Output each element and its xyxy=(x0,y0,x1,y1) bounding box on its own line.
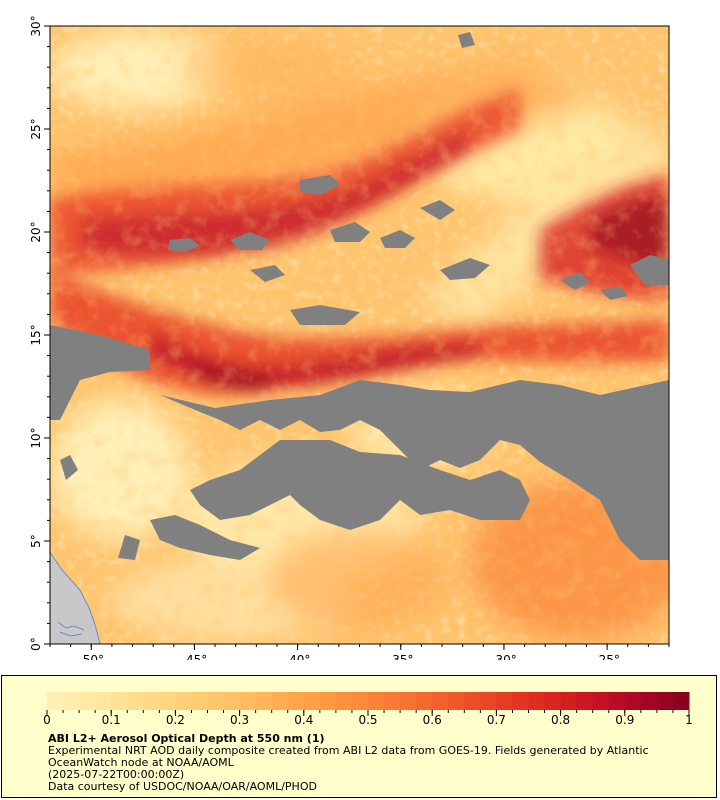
colorbar-cell xyxy=(480,692,497,710)
lat-tick-label: 15° xyxy=(29,324,43,345)
colorbar-label: 0.4 xyxy=(294,713,313,727)
colorbar-cell xyxy=(496,692,513,710)
colorbar-cell xyxy=(271,692,289,710)
lat-tick-label: 25° xyxy=(29,118,43,139)
longitude-axis: -50° -45° -40° -35° -30° -25° xyxy=(49,644,670,660)
legend-title: ABI L2+ Aerosol Optical Depth at 550 nm … xyxy=(48,732,325,745)
colorbar-cell xyxy=(672,692,690,710)
colorbar-cell xyxy=(287,692,305,710)
colorbar-label: 0.2 xyxy=(166,713,185,727)
colorbar-cell xyxy=(159,692,176,710)
colorbar-cell xyxy=(656,692,674,710)
colorbar-cell xyxy=(400,692,417,710)
colorbar-cell xyxy=(255,692,273,710)
map-frame: 0° 5° 10° 15° 20° 25° 30° -50° -45° -40° -35° -30°… xyxy=(0,0,720,660)
aod-map[interactable]: 0° 5° 10° 15° 20° 25° 30° -50° -45° -40° -35° -30°… xyxy=(0,0,720,660)
colorbar-cell xyxy=(127,692,144,710)
colorbar-cell xyxy=(448,692,465,710)
colorbar-cells xyxy=(47,692,690,710)
colorbar-cell xyxy=(560,692,578,710)
legend-description-line-2: OceanWatch node at NOAA/AOML xyxy=(48,756,234,769)
colorbar-ticks: 0 0.1 0.2 0.3 0.4 0.5 0.6 0.7 0.8 0.9 1 xyxy=(43,710,693,727)
colorbar-cell xyxy=(432,692,449,710)
aod-texture-dark xyxy=(50,26,669,644)
colorbar-cell xyxy=(368,692,385,710)
colorbar-cell xyxy=(47,692,64,710)
map-image xyxy=(50,26,669,644)
colorbar-cell xyxy=(79,692,96,710)
colorbar-label: 0.3 xyxy=(230,713,249,727)
colorbar-cell xyxy=(624,692,642,710)
colorbar-label: 1 xyxy=(685,713,693,727)
colorbar-cell xyxy=(303,692,321,710)
lon-tick-label: -30° xyxy=(491,653,517,660)
colorbar-cell xyxy=(175,692,192,710)
lon-tick-label: -45° xyxy=(182,653,208,660)
lat-tick-label: 10° xyxy=(29,427,43,448)
legend-timestamp: (2025-07-22T00:00:00Z) xyxy=(48,768,185,781)
colorbar-label: 0.9 xyxy=(615,713,634,727)
lon-tick-label: -35° xyxy=(388,653,414,660)
colorbar-cell xyxy=(512,692,529,710)
legend-credit: Data courtesy of USDOC/NOAA/OAR/AOML/PHO… xyxy=(48,780,317,793)
colorbar-cell xyxy=(143,692,160,710)
lat-tick-label: 0° xyxy=(29,637,43,651)
colorbar-cell xyxy=(191,692,208,710)
lat-tick-label: 5° xyxy=(29,534,43,548)
colorbar-cell xyxy=(63,692,80,710)
land-south-america xyxy=(50,551,101,644)
colorbar-label: 0 xyxy=(43,713,51,727)
latitude-axis: 0° 5° 10° 15° 20° 25° 30° xyxy=(29,15,50,651)
colorbar-cell xyxy=(319,692,337,710)
colorbar-cell xyxy=(592,692,610,710)
colorbar-cell xyxy=(239,692,257,710)
colorbar-cell xyxy=(528,692,546,710)
colorbar-label: 0.7 xyxy=(487,713,506,727)
lat-tick-label: 30° xyxy=(29,15,43,36)
colorbar-label: 0.6 xyxy=(423,713,442,727)
no-data-gaps xyxy=(50,32,669,560)
colorbar-cell xyxy=(111,692,128,710)
lon-tick-label: -40° xyxy=(285,653,311,660)
colorbar-label: 0.1 xyxy=(102,713,121,727)
colorbar-label: 0.5 xyxy=(358,713,377,727)
colorbar-cell xyxy=(351,692,369,710)
colorbar-cell xyxy=(95,692,112,710)
colorbar-label: 0.8 xyxy=(551,713,570,727)
legend-description-line-1: Experimental NRT AOD daily composite cre… xyxy=(48,744,649,757)
colorbar-cell xyxy=(207,692,225,710)
colorbar-cell xyxy=(576,692,594,710)
colorbar-cell xyxy=(335,692,353,710)
colorbar-cell xyxy=(608,692,626,710)
lat-tick-label: 20° xyxy=(29,221,43,242)
colorbar-cell xyxy=(384,692,401,710)
lon-tick-label: -25° xyxy=(594,653,620,660)
colorbar-cell xyxy=(223,692,241,710)
colorbar-cell xyxy=(416,692,433,710)
lon-tick-label: -50° xyxy=(78,653,104,660)
colorbar-cell xyxy=(544,692,562,710)
colorbar-cell xyxy=(640,692,658,710)
colorbar-cell xyxy=(464,692,481,710)
